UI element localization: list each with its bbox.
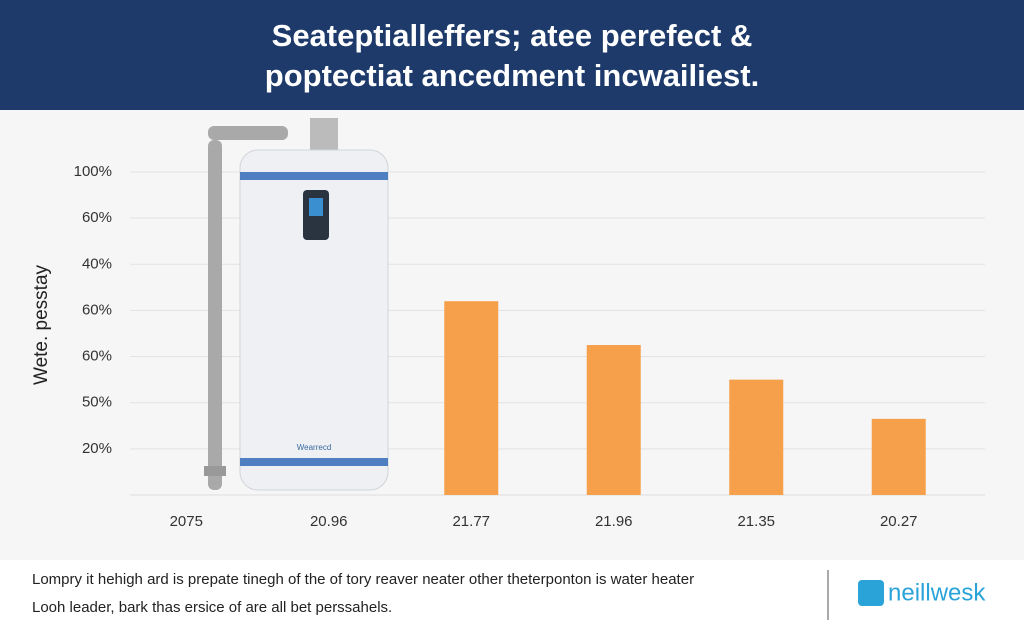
- y-tick-label: 60%: [82, 301, 112, 318]
- x-tick-label: 2075: [170, 513, 203, 530]
- x-tick-label: 20.27: [880, 513, 918, 530]
- y-tick-label: 40%: [82, 255, 112, 272]
- x-tick-label: 21.77: [452, 513, 490, 530]
- x-tick-label: 21.35: [737, 513, 775, 530]
- tank: [239, 149, 389, 491]
- y-tick-label: 20%: [82, 440, 112, 457]
- y-axis-label: Wete. pesstay: [31, 264, 52, 385]
- water-heater: Wearrecd: [204, 118, 389, 491]
- y-tick-label: 60%: [82, 348, 112, 365]
- chart-area: [0, 110, 1024, 560]
- pipe: [208, 126, 288, 140]
- bar: [586, 345, 641, 495]
- brand: neillwesk: [888, 579, 986, 606]
- bar: [871, 418, 926, 495]
- pipe-joint: [204, 466, 226, 476]
- title-line: poptectiat ancedment incwailiest.: [265, 58, 759, 93]
- brand-icon: [858, 580, 884, 606]
- stripe: [240, 172, 388, 180]
- heater-label: Wearrecd: [297, 443, 332, 452]
- x-tick-label: 20.96: [310, 513, 348, 530]
- x-tick-label: 21.96: [595, 513, 633, 530]
- pipe: [208, 140, 222, 490]
- header: [0, 0, 1024, 110]
- footer-line: Lompry it hehigh ard is prepate tinegh o…: [32, 571, 694, 588]
- display: [309, 198, 323, 216]
- bar: [729, 379, 784, 495]
- stripe: [240, 458, 388, 466]
- plot: 20% 50% 60% 60% 40% 60% 100% 2075 20.96 21.77 21.9…: [74, 163, 985, 530]
- y-tick-label: 60%: [82, 209, 112, 226]
- y-tick-label: 100%: [74, 163, 112, 180]
- title-line: Seateptialleffers; atee perefect &: [272, 18, 753, 53]
- y-tick-label: 50%: [82, 394, 112, 411]
- bar: [444, 301, 499, 495]
- footer-line: Looh leader, bark thas ersice of are all…: [32, 599, 392, 616]
- vent: [310, 118, 338, 150]
